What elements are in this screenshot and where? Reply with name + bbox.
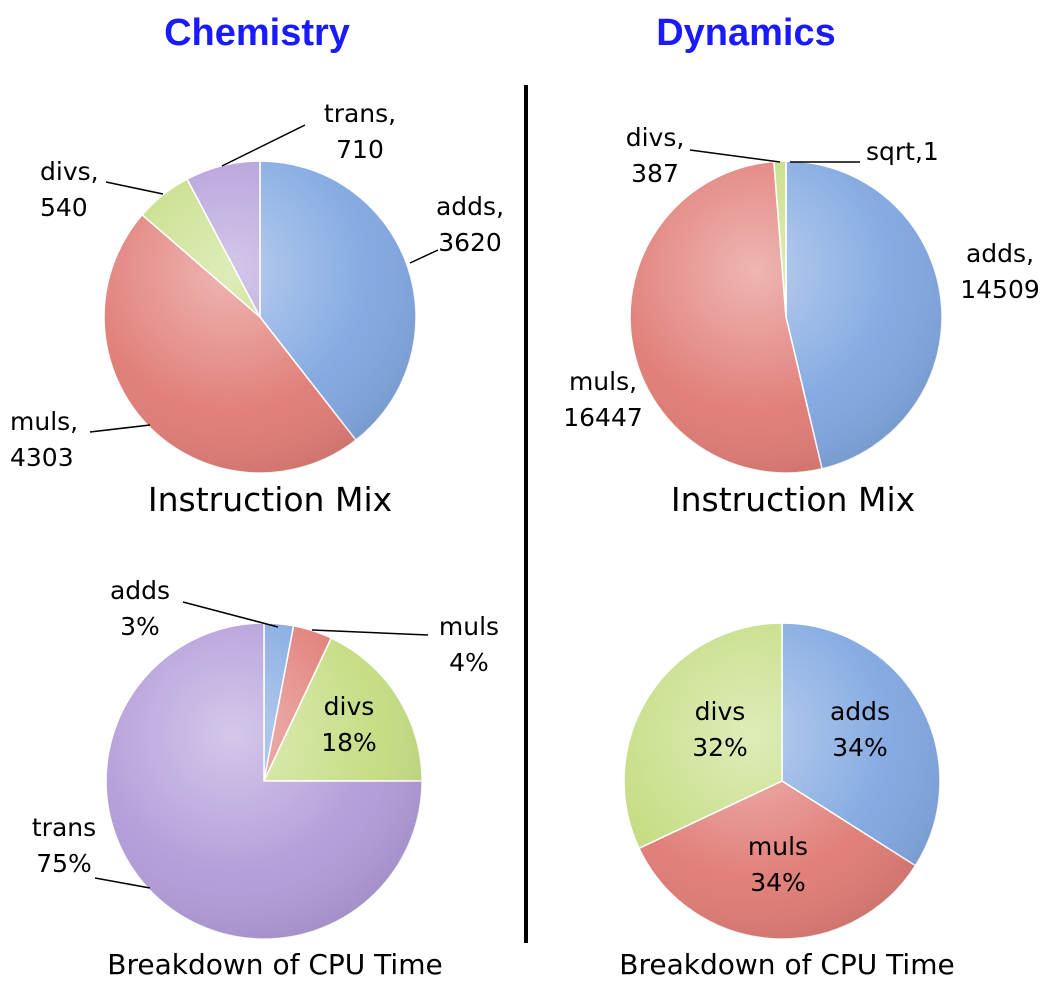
slice-label-adds: adds, 14509 — [960, 239, 1040, 304]
chemistry-heading: Chemistry — [164, 12, 350, 54]
pie-chart-0 — [103, 160, 417, 474]
slice-label-muls: muls, 4303 — [10, 407, 78, 472]
leader-line-divs — [105, 181, 164, 195]
dyn-cpu-caption: Breakdown of CPU Time — [619, 948, 955, 981]
pie-chart-1 — [629, 160, 943, 474]
chem-cpu-caption: Breakdown of CPU Time — [107, 948, 443, 981]
dynamics-heading: Dynamics — [656, 12, 836, 54]
slice-label-trans: trans 75% — [32, 813, 96, 878]
leader-line-muls — [311, 629, 429, 636]
leader-line-divs — [689, 149, 781, 163]
leader-line-muls — [89, 424, 151, 433]
slice-label-muls: muls, 16447 — [563, 367, 643, 432]
leader-line-adds — [182, 601, 279, 628]
slice-label-divs: divs 18% — [321, 692, 377, 757]
slice-label-muls: muls 4% — [439, 612, 499, 677]
slice-label-adds: adds, 3620 — [436, 192, 504, 257]
chem-mix-caption: Instruction Mix — [147, 480, 393, 519]
slice-label-divs: divs 32% — [692, 697, 748, 762]
slice-label-divs: divs, 387 — [626, 123, 685, 188]
dyn-mix-caption: Instruction Mix — [670, 480, 916, 519]
slice-label-sqrt: sqrt,1 — [866, 137, 939, 166]
leader-line-adds — [409, 249, 439, 264]
leader-line-trans — [221, 124, 306, 167]
slice-label-divs: divs, 540 — [40, 157, 99, 222]
column-divider — [524, 85, 528, 943]
slice-label-muls: muls 34% — [748, 832, 808, 897]
pie-chart-2 — [105, 622, 423, 940]
slice-label-adds: adds 34% — [830, 697, 890, 762]
slice-label-adds: adds 3% — [110, 576, 170, 641]
slice-label-trans: trans, 710 — [324, 99, 396, 164]
leader-line-trans — [94, 877, 151, 889]
